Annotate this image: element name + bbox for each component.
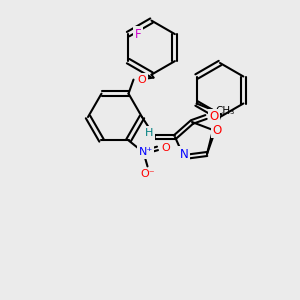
Text: O: O <box>161 143 170 153</box>
Text: H: H <box>145 128 153 138</box>
Text: CH₃: CH₃ <box>215 106 234 116</box>
Text: N: N <box>180 148 188 160</box>
Text: O: O <box>209 110 219 124</box>
Text: N⁺: N⁺ <box>138 147 153 158</box>
Text: F: F <box>135 28 141 40</box>
Text: O: O <box>137 75 146 85</box>
Text: O⁻: O⁻ <box>140 169 155 179</box>
Text: O: O <box>212 124 222 136</box>
